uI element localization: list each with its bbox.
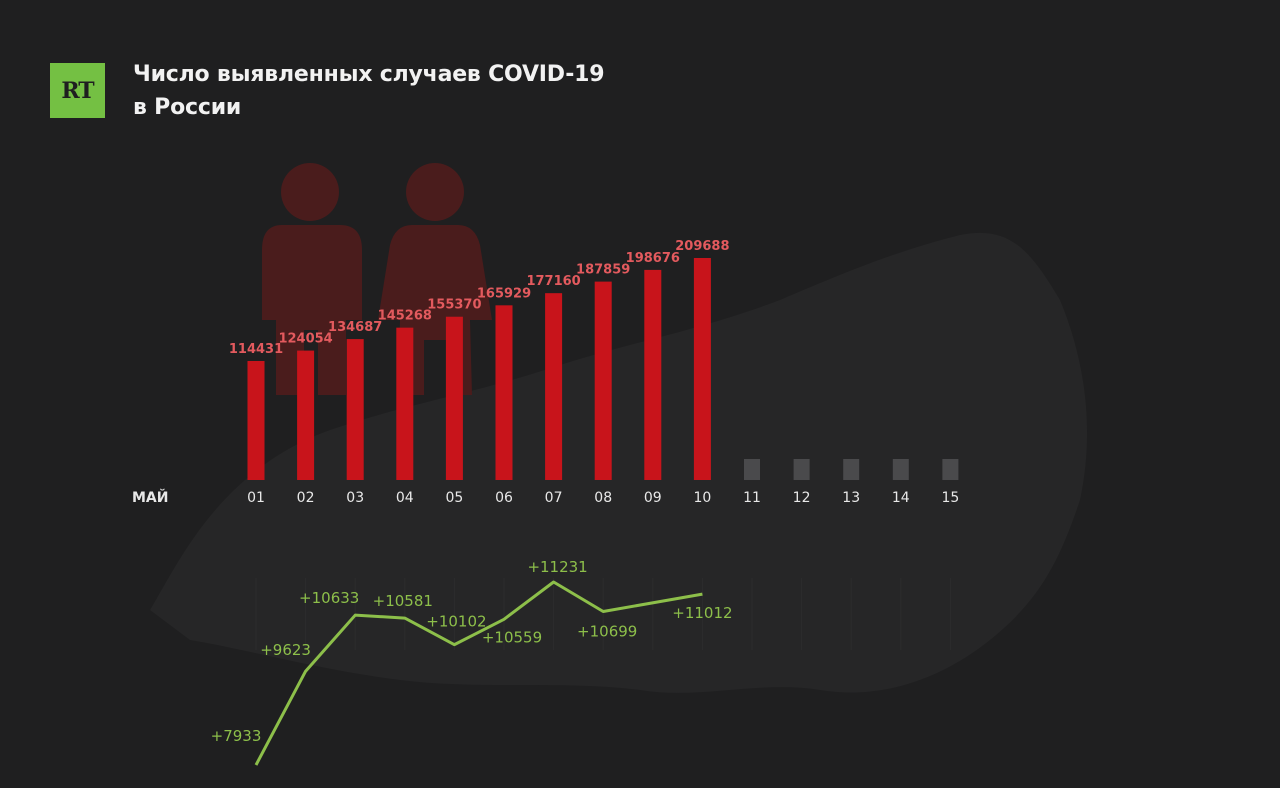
line-value-label-10: +11012 [672,604,732,622]
title-line-1: Число выявленных случаев COVID-19 [133,62,605,87]
x-tick-label-12: 12 [793,490,811,506]
bar-placeholder-12 [793,459,810,480]
bar-value-label-02: 124054 [278,332,332,347]
bar-placeholder-15 [942,459,959,480]
line-value-label-01: +7933 [211,727,262,745]
people-silhouettes [262,163,492,395]
rt-logo-text: RT [61,77,94,104]
title-line-2: в России [133,95,242,120]
bar-placeholder-14 [892,459,909,480]
bars-group: 1144311240541346871452681553701659291771… [229,239,959,480]
rt-logo: RT [50,63,105,118]
bar-value-label-04: 145268 [378,309,432,324]
daily-increase-line [254,580,703,766]
bar-placeholder-13 [843,459,860,480]
x-tick-label-07: 07 [545,490,563,506]
x-tick-label-06: 06 [495,490,513,506]
bar-placeholder-11 [744,459,760,480]
line-value-label-05: +10102 [426,613,486,631]
russia-map-background [150,232,1088,693]
x-tick-label-13: 13 [842,490,860,506]
bar-09 [644,269,662,480]
bar-08 [594,281,612,480]
x-tick-label-03: 03 [346,490,364,506]
bar-value-label-09: 198676 [626,251,680,266]
bar-value-label-05: 155370 [427,298,481,313]
line-gridlines [255,578,951,650]
bar-value-label-01: 114431 [229,342,283,357]
bar-03 [346,339,364,480]
x-axis-labels: 01 02 03 04 05 06 07 08 09 10 11 12 13 14 15 МАЙ [132,489,959,506]
page-title: Число выявленных случаев COVID-19 в Росс… [133,58,605,124]
bar-value-label-10: 209688 [675,239,729,254]
line-value-label-06: +10559 [482,628,542,646]
bar-value-label-06: 165929 [477,286,531,301]
bar-value-label-03: 134687 [328,320,382,335]
x-tick-label-10: 10 [693,490,711,506]
bar-10 [693,258,711,480]
male-head-silhouette [281,163,339,221]
line-value-label-04: +10581 [373,592,433,610]
bar-value-label-08: 187859 [576,263,630,278]
x-tick-label-02: 02 [297,490,315,506]
female-head-silhouette [406,163,464,221]
bar-02 [297,350,315,480]
month-label: МАЙ [132,489,168,506]
x-tick-label-05: 05 [445,490,463,506]
daily-increase-line-group: +7933 +9623 +10633 +10581 +10102+10559 +11231… [211,558,733,766]
bar-05 [445,316,463,480]
bar-06 [495,305,513,480]
x-tick-label-01: 01 [247,490,265,506]
line-value-label-07: +11231 [527,558,587,576]
line-value-label-08: +10699 [577,623,637,641]
bar-01 [247,361,265,480]
male-body-silhouette [262,225,362,395]
bar-value-label-07: 177160 [526,274,580,289]
line-value-label-03: +10633 [299,589,359,607]
bar-07 [545,293,563,480]
x-tick-label-14: 14 [892,490,910,506]
x-tick-label-15: 15 [941,490,959,506]
line-value-label-02: +9623 [260,641,311,659]
bar-04 [396,327,414,480]
x-tick-label-09: 09 [644,490,662,506]
x-tick-label-11: 11 [743,490,761,506]
x-tick-label-08: 08 [594,490,612,506]
x-tick-label-04: 04 [396,490,414,506]
